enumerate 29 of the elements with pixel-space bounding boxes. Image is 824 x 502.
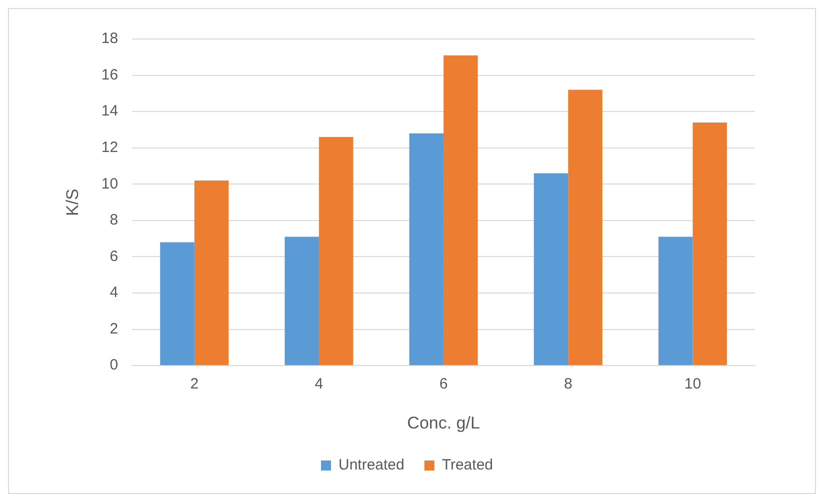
legend-label: Untreated (338, 456, 404, 474)
x-axis-title: Conc. g/L (407, 413, 480, 432)
legend-label: Treated (442, 456, 494, 474)
y-tick-label: 0 (110, 356, 118, 374)
y-tick-label: 6 (110, 248, 118, 265)
bar (318, 136, 354, 366)
bar (160, 242, 194, 366)
y-axis-title: K/S (62, 188, 82, 216)
bar (692, 122, 727, 366)
bar (658, 236, 693, 366)
bar (568, 90, 602, 366)
x-tick-label: 4 (314, 376, 324, 393)
y-tick-label: 2 (110, 320, 118, 338)
y-tick-label: 12 (101, 139, 118, 156)
y-tick-label: 14 (101, 102, 118, 120)
x-tick-label: 10 (684, 376, 702, 393)
y-tick-label: 10 (101, 175, 118, 192)
bar (444, 55, 478, 366)
x-tick-label: 2 (190, 376, 199, 393)
bar (409, 133, 444, 366)
bar (284, 236, 319, 366)
y-tick-label: 8 (110, 212, 118, 229)
x-tick-label: 6 (439, 376, 448, 393)
y-tick-label: 16 (101, 66, 118, 84)
x-tick-label: 8 (564, 376, 572, 393)
y-tick-label: 4 (110, 284, 118, 302)
y-tick-label: 18 (101, 30, 118, 48)
bar (534, 173, 568, 366)
bar (194, 180, 229, 366)
